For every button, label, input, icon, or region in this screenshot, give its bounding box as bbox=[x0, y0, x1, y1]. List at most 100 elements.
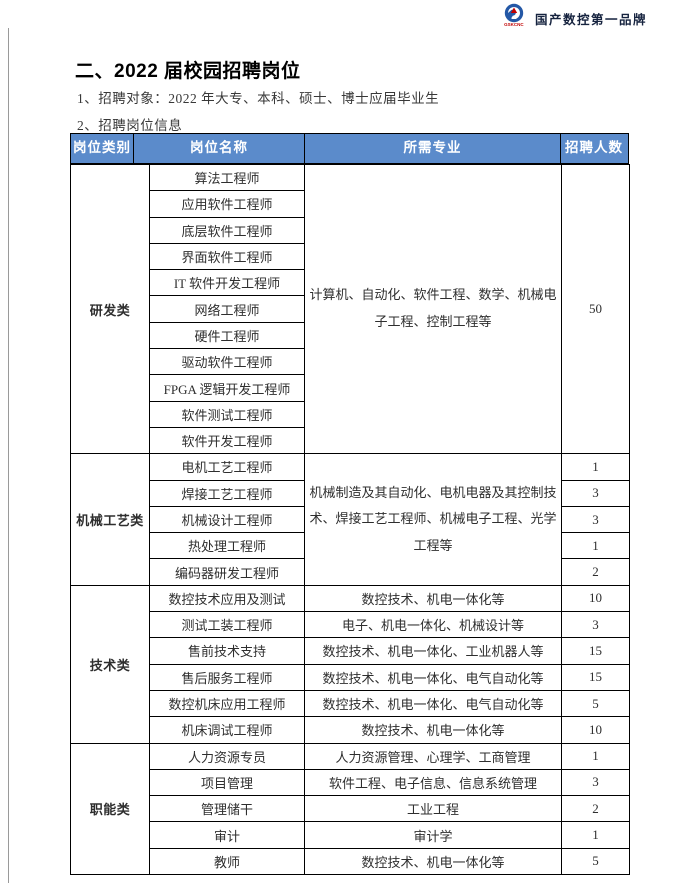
job-name-cell: 机械设计工程师 bbox=[149, 505, 305, 534]
table-row: 网络工程师 bbox=[71, 295, 630, 323]
table-row: 编码器研发工程师 2 bbox=[71, 558, 630, 586]
logo-subtext: GSKCNC bbox=[504, 22, 524, 28]
count-cell: 10 bbox=[561, 584, 630, 613]
job-name-cell: 售后服务工程师 bbox=[149, 663, 305, 691]
brand-slogan: 国产数控第一品牌 bbox=[535, 13, 648, 27]
job-name-cell: 数控机床应用工程师 bbox=[149, 689, 305, 718]
count-cell: 1 bbox=[561, 532, 630, 560]
recruit-table-body-table: 研发类 算法工程师 计算机、自动化、软件工程、数学、机械电子工程、控制工程等 50 应用… bbox=[70, 163, 630, 876]
major-cell: 数控技术、机电一体化、电气自动化等 bbox=[304, 663, 562, 691]
job-name-cell: 网络工程师 bbox=[149, 295, 305, 323]
major-cell: 机械制造及其自动化、电机电器及其控制技术、焊接工艺工程师、机械电子工程、光学工程… bbox=[304, 453, 562, 586]
job-name-cell: 焊接工艺工程师 bbox=[149, 479, 305, 507]
major-cell: 数控技术、机电一体化等 bbox=[304, 847, 562, 876]
category-cell: 职能类 bbox=[70, 742, 150, 876]
header-cell-count: 招聘人数 bbox=[565, 140, 623, 155]
gsk-logo-icon: GSKCNC bbox=[503, 3, 525, 29]
count-cell: 10 bbox=[561, 716, 630, 744]
job-name-cell: 硬件工程师 bbox=[149, 321, 305, 350]
major-cell: 数控技术、机电一体化等 bbox=[304, 584, 562, 613]
job-name-cell: 管理储干 bbox=[149, 795, 305, 823]
table-row: 审计 审计学 1 bbox=[71, 821, 630, 849]
category-cell: 研发类 bbox=[70, 163, 150, 455]
table-row: 驱动软件工程师 bbox=[71, 348, 630, 376]
job-name-cell: 热处理工程师 bbox=[149, 532, 305, 560]
major-cell: 工业工程 bbox=[304, 795, 562, 823]
table-row: IT 软件开发工程师 bbox=[71, 269, 630, 297]
count-cell: 1 bbox=[561, 742, 630, 770]
gsk-logo-circle-icon bbox=[504, 3, 524, 23]
table-row: 软件测试工程师 bbox=[71, 400, 630, 428]
count-cell: 2 bbox=[561, 558, 630, 586]
count-cell: 15 bbox=[561, 637, 630, 665]
job-name-cell: 底层软件工程师 bbox=[149, 216, 305, 244]
table-body: 研发类 算法工程师 计算机、自动化、软件工程、数学、机械电子工程、控制工程等 50 应用… bbox=[70, 163, 630, 876]
job-name-cell: 项目管理 bbox=[149, 768, 305, 797]
header-cell-job-name: 岗位名称 bbox=[134, 134, 305, 163]
job-name-cell: 驱动软件工程师 bbox=[149, 348, 305, 376]
table-row: FPGA 逻辑开发工程师 bbox=[71, 374, 630, 402]
job-name-cell: IT 软件开发工程师 bbox=[149, 269, 305, 297]
major-cell: 计算机、自动化、软件工程、数学、机械电子工程、控制工程等 bbox=[304, 163, 562, 455]
count-cell: 1 bbox=[561, 821, 630, 849]
table-row: 热处理工程师 1 bbox=[71, 532, 630, 560]
table-row: 底层软件工程师 bbox=[71, 216, 630, 244]
job-name-cell: 软件测试工程师 bbox=[149, 400, 305, 428]
major-cell: 数控技术、机电一体化、电气自动化等 bbox=[304, 689, 562, 718]
count-cell: 3 bbox=[561, 611, 630, 639]
table-row: 职能类 人力资源专员 人力资源管理、心理学、工商管理 1 bbox=[70, 742, 630, 876]
table-row: 数控机床应用工程师 数控技术、机电一体化、电气自动化等 5 bbox=[71, 689, 630, 718]
count-cell: 3 bbox=[561, 505, 630, 534]
table-row: 硬件工程师 bbox=[71, 321, 630, 350]
page-title: 二、2022 届校园招聘岗位 bbox=[75, 61, 301, 82]
count-cell: 3 bbox=[561, 479, 630, 507]
table-row: 焊接工艺工程师 3 bbox=[71, 479, 630, 507]
major-cell: 人力资源管理、心理学、工商管理 bbox=[304, 742, 562, 770]
major-cell: 数控技术、机电一体化、工业机器人等 bbox=[304, 637, 562, 665]
major-cell: 数控技术、机电一体化等 bbox=[304, 716, 562, 744]
table-row: 机床调试工程师 数控技术、机电一体化等 10 bbox=[71, 716, 630, 744]
count-cell: 2 bbox=[561, 795, 630, 823]
job-name-cell: 测试工装工程师 bbox=[149, 611, 305, 639]
recruit-table: 岗位类别 岗位名称 所需专业 招聘人数 研发类 算法工程师 计算机、自动化、软件工程… bbox=[70, 133, 630, 876]
job-name-cell: 界面软件工程师 bbox=[149, 242, 305, 271]
major-cell: 软件工程、电子信息、信息系统管理 bbox=[304, 768, 562, 797]
job-name-cell: 算法工程师 bbox=[149, 163, 305, 192]
header-cell-category: 岗位类别 bbox=[71, 134, 134, 163]
table-row: 应用软件工程师 bbox=[71, 190, 630, 218]
job-name-cell: 机床调试工程师 bbox=[149, 716, 305, 744]
table-row: 测试工装工程师 电子、机电一体化、机械设计等 3 bbox=[71, 611, 630, 639]
count-cell: 1 bbox=[561, 453, 630, 481]
job-name-cell: 售前技术支持 bbox=[149, 637, 305, 665]
table-row: 技术类 数控技术应用及测试 数控技术、机电一体化等 10 bbox=[70, 584, 630, 744]
table-row: 项目管理 软件工程、电子信息、信息系统管理 3 bbox=[71, 768, 630, 797]
table-row: 售前技术支持 数控技术、机电一体化、工业机器人等 15 bbox=[71, 637, 630, 665]
table-row: 软件开发工程师 bbox=[71, 426, 630, 455]
job-name-cell: FPGA 逻辑开发工程师 bbox=[149, 374, 305, 402]
job-name-cell: 数控技术应用及测试 bbox=[149, 584, 305, 613]
count-cell: 15 bbox=[561, 663, 630, 691]
category-cell: 技术类 bbox=[70, 584, 150, 744]
page-edge-line bbox=[8, 28, 9, 883]
table-row: 机械工艺类 电机工艺工程师 机械制造及其自动化、电机电器及其控制技术、焊接工艺工程师… bbox=[70, 453, 630, 586]
major-cell: 电子、机电一体化、机械设计等 bbox=[304, 611, 562, 639]
count-cell: 50 bbox=[561, 163, 630, 455]
job-name-cell: 应用软件工程师 bbox=[149, 190, 305, 218]
job-name-cell: 电机工艺工程师 bbox=[149, 453, 305, 481]
job-name-cell: 软件开发工程师 bbox=[149, 426, 305, 455]
table-row: 售后服务工程师 数控技术、机电一体化、电气自动化等 15 bbox=[71, 663, 630, 691]
recruit-target-line: 1、招聘对象：2022 年大专、本科、硕士、博士应届毕业生 bbox=[77, 91, 440, 106]
job-name-cell: 教师 bbox=[149, 847, 305, 876]
table-header-row: 岗位类别 岗位名称 所需专业 招聘人数 bbox=[70, 133, 629, 164]
table-row: 机械设计工程师 3 bbox=[71, 505, 630, 534]
count-cell: 5 bbox=[561, 689, 630, 718]
brand-header: GSKCNC 国产数控第一品牌 bbox=[503, 3, 647, 29]
count-cell: 5 bbox=[561, 847, 630, 876]
recruit-info-line: 2、招聘岗位信息 bbox=[77, 118, 183, 133]
header-cell-major: 所需专业 bbox=[305, 134, 561, 163]
job-name-cell: 人力资源专员 bbox=[149, 742, 305, 770]
count-cell: 3 bbox=[561, 768, 630, 797]
job-name-cell: 编码器研发工程师 bbox=[149, 558, 305, 586]
table-row: 教师 数控技术、机电一体化等 5 bbox=[71, 847, 630, 876]
